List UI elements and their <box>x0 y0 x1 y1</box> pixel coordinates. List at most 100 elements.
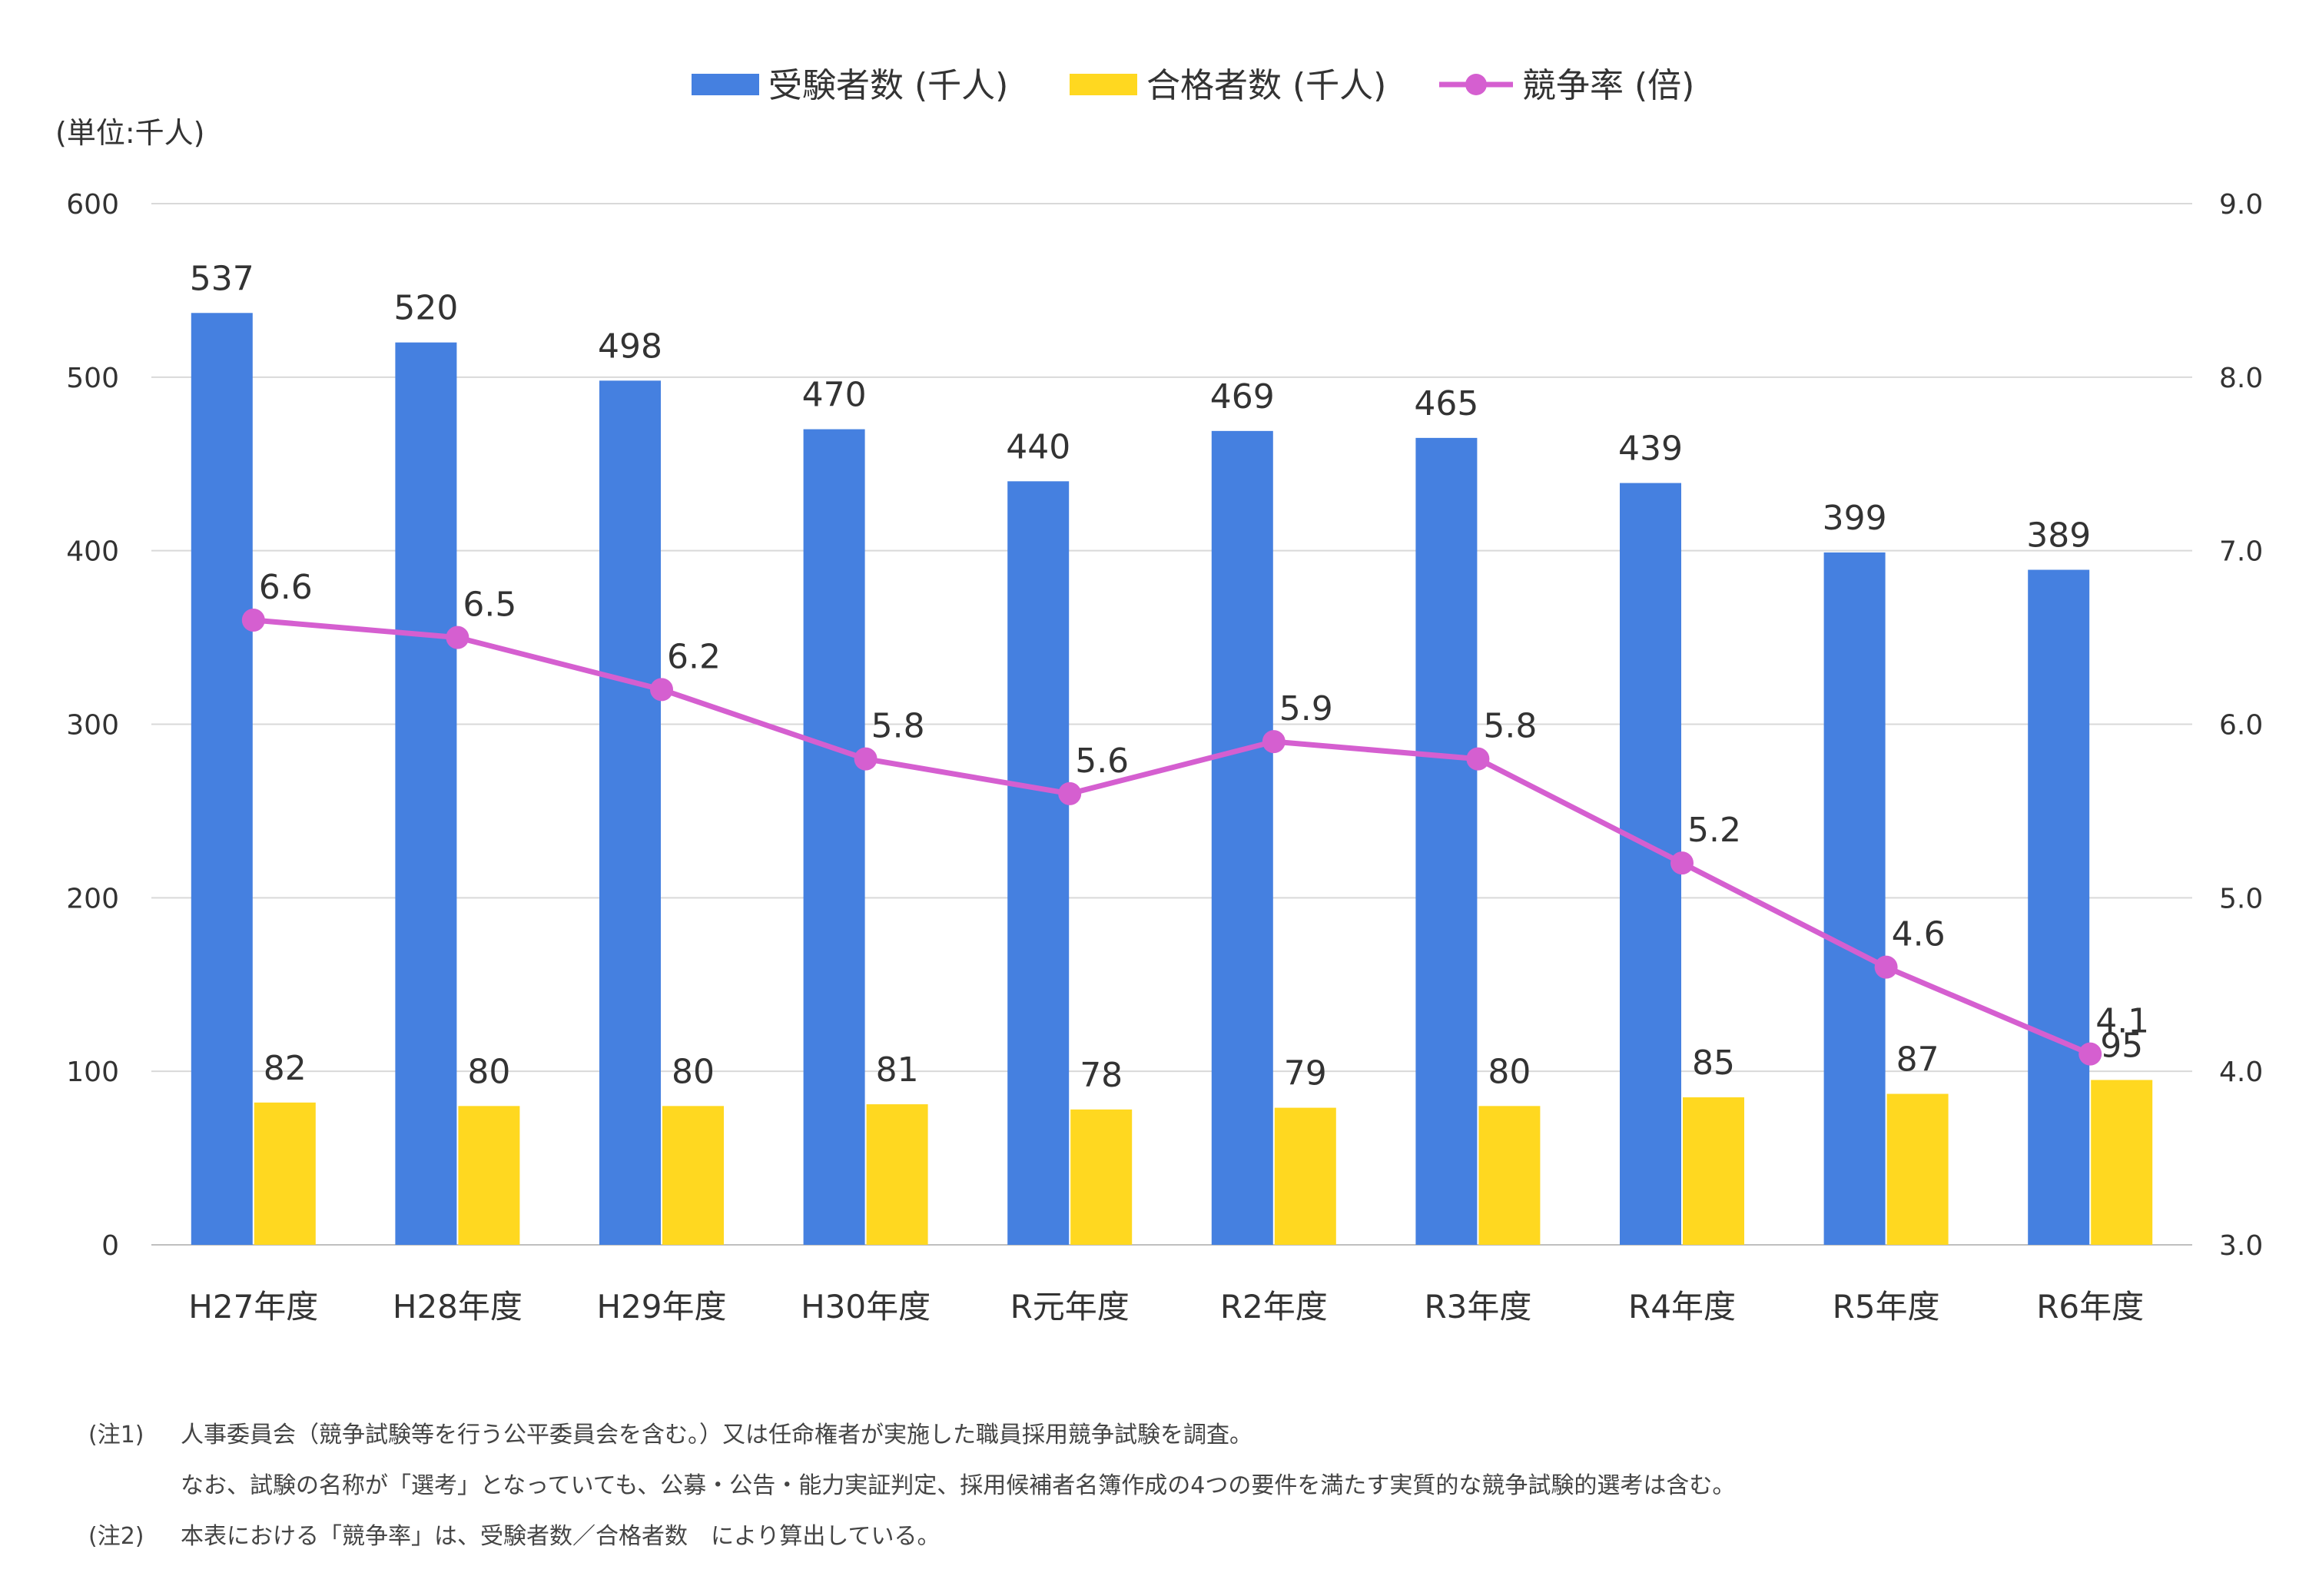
rate-value-label: 4.6 <box>1892 915 1946 954</box>
bar-passers <box>1683 1097 1744 1245</box>
bar-passers <box>1274 1107 1336 1245</box>
examinees-value-label: 465 <box>1414 384 1478 423</box>
right-tick-label: 7.0 <box>2219 536 2263 568</box>
legend-label: 合格者数 (千人) <box>1146 66 1386 105</box>
rate-value-label: 6.6 <box>259 568 313 607</box>
bar-passers <box>866 1104 928 1245</box>
unit-label: (単位:千人) <box>55 116 204 150</box>
bar-examinees <box>599 380 661 1246</box>
legend-label: 競争率 (倍) <box>1522 66 1694 105</box>
rate-point <box>2078 1042 2102 1066</box>
passers-value-label: 78 <box>1080 1056 1123 1095</box>
x-tick-label: R3年度 <box>1424 1288 1531 1326</box>
right-tick-label: 3.0 <box>2219 1230 2263 1262</box>
passers-value-label: 80 <box>1488 1052 1531 1091</box>
rate-value-label: 6.2 <box>667 637 721 676</box>
rate-line-path <box>253 617 2092 1057</box>
left-tick-label: 300 <box>66 710 119 742</box>
rate-point <box>241 609 265 632</box>
x-tick-label: H27年度 <box>188 1288 318 1326</box>
examinees-value-label: 537 <box>190 259 254 298</box>
rate-value-label: 5.2 <box>1687 811 1741 850</box>
examinees-value-label: 498 <box>598 327 662 366</box>
passers-value-label: 81 <box>876 1050 919 1090</box>
x-tick-label: H30年度 <box>801 1288 931 1326</box>
note-1-continuation: なお、試験の名称が「選考」となっていても、公募・公告・能力実証判定、採用候補者名… <box>88 1461 1735 1511</box>
bar-passers <box>458 1106 520 1245</box>
left-tick-label: 100 <box>66 1057 119 1088</box>
examinees-value-label: 440 <box>1006 427 1070 466</box>
legend-label: 受験者数 (千人) <box>768 66 1008 105</box>
note-2-text: 本表における「競争率」は、受験者数／合格者数 により算出している。 <box>181 1523 941 1550</box>
right-tick-label: 5.0 <box>2219 883 2263 914</box>
bar-passers <box>1886 1093 1949 1245</box>
bar-examinees <box>395 342 457 1246</box>
x-tick-label: H28年度 <box>393 1288 523 1326</box>
rate-point <box>1466 747 1490 771</box>
right-tick-label: 9.0 <box>2219 189 2263 221</box>
examinees-value-label: 439 <box>1618 430 1683 469</box>
examinees-value-label: 399 <box>1823 499 1887 538</box>
legend: 受験者数 (千人) 合格者数 (千人) 競争率 (倍) <box>692 66 1694 105</box>
combo-chart: 受験者数 (千人) 合格者数 (千人) 競争率 (倍) (単位:千人) 0 100 20… <box>55 66 2263 1326</box>
bar-examinees <box>1007 481 1070 1245</box>
right-tick-label: 8.0 <box>2219 363 2263 394</box>
left-axis-ticks: 0 100 200 300 400 500 600 <box>66 189 119 1262</box>
bar-passers <box>254 1102 316 1245</box>
legend-swatch <box>692 74 759 95</box>
rate-line: 6.6 6.5 6.2 5.8 5.6 5.9 5.8 5.2 4.6 4.1 <box>241 568 2149 1066</box>
right-tick-label: 4.0 <box>2219 1057 2263 1088</box>
gridlines <box>151 203 2192 1246</box>
bar-examinees <box>803 429 865 1246</box>
x-tick-label: R4年度 <box>1628 1288 1736 1326</box>
passers-value-label: 80 <box>467 1052 510 1091</box>
passers-value-label: 80 <box>672 1052 715 1091</box>
examinees-value-label: 520 <box>393 289 458 328</box>
note-1-text: 人事委員会（競争試験等を行う公平委員会を含む。）又は任命権者が実施した職員採用競… <box>181 1422 1252 1448</box>
passers-value-label: 85 <box>1692 1044 1735 1083</box>
x-axis-labels: H27年度 H28年度 H29年度 H30年度 R元年度 R2年度 R3年度 R4年度 R5年度… <box>188 1288 2144 1326</box>
x-tick-label: R元年度 <box>1010 1288 1130 1326</box>
rate-point <box>1058 781 1082 805</box>
passers-value-label: 79 <box>1284 1054 1327 1093</box>
left-tick-label: 200 <box>66 883 119 914</box>
rate-point <box>1262 730 1286 754</box>
bar-passers <box>662 1106 724 1245</box>
bar-examinees <box>1211 430 1273 1245</box>
passers-value-label: 87 <box>1896 1040 1939 1080</box>
note-1-row: (注1) 人事委員会（競争試験等を行う公平委員会を含む。）又は任命権者が実施した職… <box>88 1410 1735 1461</box>
x-tick-label: R6年度 <box>2036 1288 2144 1326</box>
bar-passers <box>1478 1106 1541 1245</box>
left-tick-label: 400 <box>66 536 119 568</box>
left-tick-label: 0 <box>101 1230 119 1262</box>
left-tick-label: 500 <box>66 363 119 394</box>
note-2-label: (注2) <box>88 1523 144 1550</box>
rate-point <box>1670 851 1694 875</box>
bar-examinees <box>2028 569 2090 1245</box>
bar-value-labels: 537 82 520 80 498 80 470 81 440 78 469 79 465 80 439 85… <box>190 259 2143 1095</box>
rate-value-label: 5.6 <box>1075 742 1129 781</box>
rate-value-label: 6.5 <box>463 586 516 625</box>
x-tick-label: R2年度 <box>1220 1288 1328 1326</box>
legend-marker <box>1465 74 1487 95</box>
bars <box>191 313 2153 1246</box>
x-tick-label: R5年度 <box>1833 1288 1940 1326</box>
passers-value-label: 82 <box>264 1049 307 1088</box>
x-tick-label: H29年度 <box>596 1288 726 1326</box>
bar-passers <box>1070 1109 1133 1245</box>
note-1-text-2: なお、試験の名称が「選考」となっていても、公募・公告・能力実証判定、採用候補者名… <box>181 1472 1736 1499</box>
rate-point <box>1874 955 1898 979</box>
legend-swatch <box>1070 74 1137 95</box>
footnotes: (注1) 人事委員会（競争試験等を行う公平委員会を含む。）又は任命権者が実施した職… <box>88 1410 1735 1562</box>
note-2-row: (注2) 本表における「競争率」は、受験者数／合格者数 により算出している。 <box>88 1511 1735 1562</box>
rate-point <box>446 625 469 649</box>
examinees-value-label: 469 <box>1210 377 1275 416</box>
rate-value-label: 4.1 <box>2095 1002 2149 1041</box>
left-tick-label: 600 <box>66 189 119 221</box>
note-1-label: (注1) <box>88 1422 144 1448</box>
examinees-value-label: 389 <box>2026 516 2091 556</box>
bar-examinees <box>1415 437 1478 1245</box>
rate-value-label: 5.8 <box>871 707 925 746</box>
examinees-value-label: 470 <box>802 376 867 415</box>
bar-examinees <box>1823 552 1886 1245</box>
